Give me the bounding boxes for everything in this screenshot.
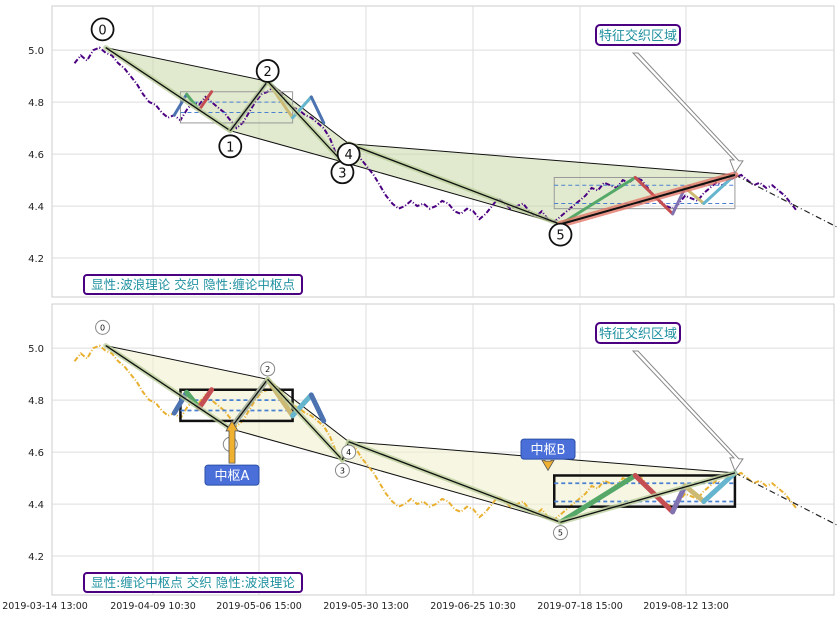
wave-point-marker xyxy=(90,17,115,42)
wave-point-marker xyxy=(260,361,276,377)
wave-stroke xyxy=(229,378,269,430)
wave-stroke xyxy=(229,80,269,132)
wave-stroke xyxy=(105,345,231,430)
panel-title: 显性:缠论中枢点 交织 隐性:波浪理论 xyxy=(91,575,295,590)
wave-stroke xyxy=(267,378,343,461)
x-tick-label: 2019-04-09 10:30 xyxy=(110,601,196,612)
wave-point-label: 4 xyxy=(346,448,351,457)
wave-point-label: 2 xyxy=(264,65,272,80)
zhongshu-label-box xyxy=(520,438,576,460)
wave-stroke xyxy=(560,472,736,523)
y-tick-label: 4.8 xyxy=(28,98,44,109)
extension-line xyxy=(734,472,839,527)
wave-point-label: 4 xyxy=(345,148,353,163)
zhongshu-stroke xyxy=(309,95,326,125)
wave-point-marker xyxy=(218,134,243,159)
wave-point-marker xyxy=(341,444,357,460)
x-tick-label: 2019-08-12 13:00 xyxy=(643,601,729,612)
x-tick-label: 2019-06-25 10:30 xyxy=(430,601,516,612)
annotation-box xyxy=(595,322,681,344)
y-tick-label: 4.8 xyxy=(28,396,44,407)
zhongshu-stroke xyxy=(308,392,327,424)
wave-point-label: 2 xyxy=(265,365,270,374)
wave-stroke xyxy=(105,47,231,132)
wave-point-marker xyxy=(336,142,361,166)
x-tick-label: 2019-07-18 15:00 xyxy=(537,601,623,612)
zhongshu-stroke xyxy=(558,175,637,226)
y-tick-label: 4.4 xyxy=(28,202,44,213)
wave-point-label: 0 xyxy=(98,23,106,38)
wave-point-marker xyxy=(552,525,568,541)
x-tick-label: 2019-05-06 15:00 xyxy=(216,601,302,612)
zhongshu-box xyxy=(553,176,736,210)
wave-point-label: 3 xyxy=(340,466,345,475)
panel-title-box xyxy=(83,572,303,593)
channel-upper-line xyxy=(105,47,735,176)
y-tick-label: 4.2 xyxy=(28,254,44,265)
wave-stroke xyxy=(348,143,561,225)
wave-stroke xyxy=(560,173,736,226)
zhongshu-stroke xyxy=(557,472,638,525)
zhongshu-stroke xyxy=(196,387,215,411)
panel-bottom: 4.24.44.64.85.0012345特征交织区域中枢A中枢B显性:缠论中枢… xyxy=(28,303,839,596)
wave-stroke xyxy=(348,441,561,523)
wave-point-marker xyxy=(95,319,111,335)
annotation-arrow xyxy=(631,52,744,174)
zhongshu-label: 中枢B xyxy=(531,443,566,458)
annotation-text: 特征交织区域 xyxy=(599,28,677,44)
zhongshu-stroke xyxy=(197,90,214,112)
y-tick-label: 4.4 xyxy=(28,500,44,511)
zhongshu-label-box xyxy=(204,464,260,486)
wave-point-label: 3 xyxy=(338,166,346,181)
panel-title-box xyxy=(83,274,303,295)
wave-point-marker xyxy=(548,222,573,247)
y-tick-label: 4.6 xyxy=(28,448,44,459)
extension-line xyxy=(734,174,839,229)
wave-stroke xyxy=(267,80,343,163)
x-tick-label: 2019-03-14 13:00 xyxy=(2,601,88,612)
annotation-arrow xyxy=(631,350,744,472)
x-tick-label: 2019-05-30 13:00 xyxy=(323,601,409,612)
y-tick-label: 5.0 xyxy=(28,46,44,57)
wave-point-label: 5 xyxy=(558,529,563,538)
wave-point-label: 0 xyxy=(100,323,105,332)
zhongshu-box xyxy=(553,474,737,508)
wave-point-marker xyxy=(334,462,350,478)
zhongshu-stroke xyxy=(670,483,688,515)
zhongshu-label-arrow xyxy=(225,420,239,464)
annotation-box xyxy=(595,24,681,46)
y-tick-label: 4.2 xyxy=(28,552,44,563)
panel-title: 显性:波浪理论 交织 隐性:缠论中枢点 xyxy=(91,277,295,292)
wave-point-label: 5 xyxy=(556,229,564,244)
wave-point-label: 1 xyxy=(226,140,234,155)
y-tick-label: 5.0 xyxy=(28,344,44,355)
wave-point-marker xyxy=(255,59,280,83)
zhongshu-label: 中枢A xyxy=(215,469,250,484)
y-tick-label: 4.6 xyxy=(28,150,44,161)
annotation-text: 特征交织区域 xyxy=(599,326,677,342)
zhongshu-label-arrow xyxy=(541,459,555,472)
zhongshu-stroke xyxy=(701,470,738,504)
